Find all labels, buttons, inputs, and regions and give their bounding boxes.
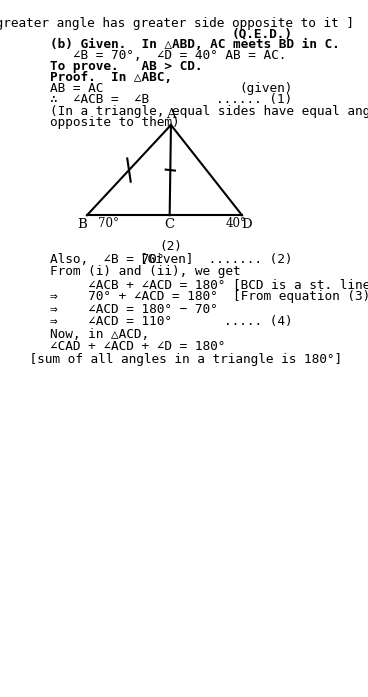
Text: ⇒    ∠ACD = 180° − 70°: ⇒ ∠ACD = 180° − 70°	[50, 302, 217, 316]
Text: ⇒    ∠ACD = 110°: ⇒ ∠ACD = 110°	[50, 315, 171, 328]
Text: ⇒    70° + ∠ACD = 180°  [From equation (3)]: ⇒ 70° + ∠ACD = 180° [From equation (3)]	[50, 290, 368, 303]
Text: Now, in △ACD,: Now, in △ACD,	[50, 328, 149, 341]
Text: ∠B = 70°,  ∠D = 40° AB = AC.: ∠B = 70°, ∠D = 40° AB = AC.	[50, 49, 286, 61]
Text: To prove.   AB > CD.: To prove. AB > CD.	[50, 60, 202, 72]
Text: Also,  ∠B = 70°: Also, ∠B = 70°	[50, 253, 164, 266]
Text: From (i) and (ii), we get: From (i) and (ii), we get	[50, 265, 240, 278]
Text: (given): (given)	[239, 82, 293, 95]
Text: [sum of all angles in a triangle is 180°]: [sum of all angles in a triangle is 180°…	[0, 353, 343, 366]
Text: 40°: 40°	[226, 217, 247, 229]
Text: (In a triangle, equal sides have equal angles: (In a triangle, equal sides have equal a…	[50, 105, 368, 118]
Text: B: B	[77, 218, 87, 231]
Text: ..... (4): ..... (4)	[224, 315, 293, 328]
Text: D: D	[241, 218, 252, 231]
Text: Proof.  In △ABC,: Proof. In △ABC,	[50, 71, 171, 84]
Text: [Given]  ....... (2): [Given] ....... (2)	[140, 253, 293, 266]
Text: A: A	[166, 108, 176, 121]
Text: C: C	[164, 218, 175, 231]
Text: 70°: 70°	[98, 217, 119, 229]
Text: (Q.E.D.): (Q.E.D.)	[231, 27, 293, 40]
Text: ∠ACB + ∠ACD = 180° [BCD is a st. line]: ∠ACB + ∠ACD = 180° [BCD is a st. line]	[50, 277, 368, 291]
Text: ∴  ∠ACB =  ∠B: ∴ ∠ACB = ∠B	[50, 93, 149, 106]
Text: [greater angle has greater side opposite to it ]: [greater angle has greater side opposite…	[0, 17, 354, 30]
Text: (2): (2)	[159, 240, 183, 253]
Text: ∠CAD + ∠ACD + ∠D = 180°: ∠CAD + ∠ACD + ∠D = 180°	[50, 340, 225, 353]
Text: (b) Given.  In △ABD, AC meets BD in C.: (b) Given. In △ABD, AC meets BD in C.	[50, 38, 339, 51]
Text: opposite to them): opposite to them)	[50, 116, 179, 129]
Text: ...... (1): ...... (1)	[216, 93, 293, 106]
Text: AB = AC: AB = AC	[50, 82, 103, 95]
